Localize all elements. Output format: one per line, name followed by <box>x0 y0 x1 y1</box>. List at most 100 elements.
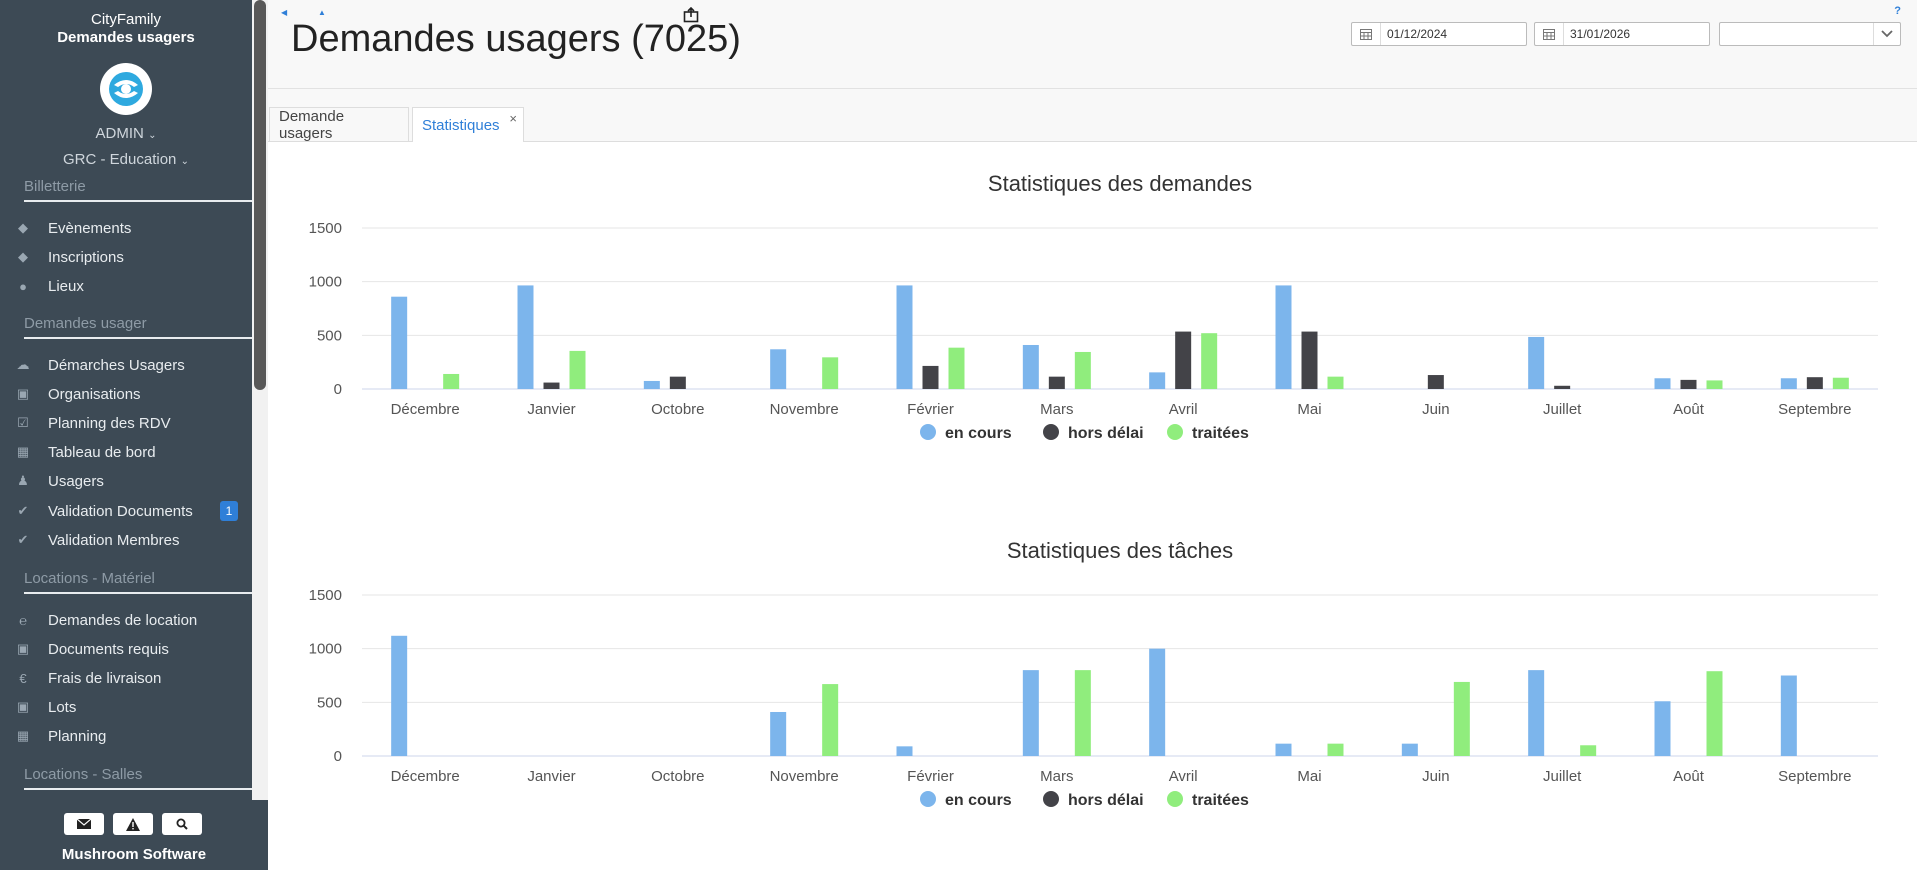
bar-en-cours-Novembre <box>770 349 787 389</box>
alert-button[interactable] <box>113 813 153 835</box>
sidebar-item-planning[interactable]: ▦ Planning <box>14 723 244 749</box>
x-tick-label: Juillet <box>1543 768 1582 785</box>
y-tick-label: 1000 <box>309 274 342 291</box>
bar-traitées-Juin <box>1453 681 1470 756</box>
sidebar-item-usagers[interactable]: ♟ Usagers <box>14 468 244 494</box>
section-billetterie: Billetterie <box>24 178 252 202</box>
sidebar-header: CityFamily Demandes usagers ADMIN ⌄ GRC … <box>0 0 252 173</box>
export-icon[interactable] <box>683 7 699 23</box>
sidebar-item-label: Usagers <box>48 472 104 490</box>
legend-item[interactable]: en cours <box>920 424 1012 442</box>
main-area: ◀ ▲ Demandes usagers (7025) 01/12/2024 3… <box>268 0 1917 870</box>
sidebar-item-organisations[interactable]: ▣ Organisations <box>14 381 244 407</box>
filter-select[interactable] <box>1719 22 1901 46</box>
search-button[interactable] <box>162 813 202 835</box>
page-title: Demandes usagers (7025) <box>291 18 741 60</box>
sidebar-footer: Mushroom Software <box>0 800 268 870</box>
cloud-upload-icon: ☁ <box>16 357 30 372</box>
y-tick-label: 1500 <box>309 587 342 604</box>
bar-traitées-Mai <box>1327 376 1344 389</box>
legend-item[interactable]: en cours <box>920 791 1012 809</box>
bar-en-cours-Octobre <box>643 380 660 389</box>
date-to-value: 31/01/2026 <box>1570 27 1631 41</box>
bar-en-cours-Décembre <box>391 635 408 756</box>
sidebar-item-lieux[interactable]: ● Lieux <box>14 273 244 299</box>
bar-hors-délai-Janvier <box>543 382 560 389</box>
sidebar-item-planning-rdv[interactable]: ☑ Planning des RDV <box>14 410 244 436</box>
legend-marker <box>1043 424 1059 440</box>
x-tick-label: Novembre <box>770 768 839 785</box>
sidebar-item-validation-membres[interactable]: ✔ Validation Membres <box>14 527 244 553</box>
x-tick-label: Octobre <box>651 401 704 418</box>
mail-button[interactable] <box>64 813 104 835</box>
sidebar-item-tableau-de-bord[interactable]: ▦ Tableau de bord <box>14 439 244 465</box>
legend-item[interactable]: hors délai <box>1043 424 1144 442</box>
notification-badge: 1 <box>220 501 238 521</box>
statistics-content: Statistiques des demandes 0 500 1000 1500 Déc… <box>268 142 1917 870</box>
bar-traitées-Mars <box>1074 351 1091 389</box>
tab-demande-usagers[interactable]: Demande usagers <box>269 107 409 142</box>
bar-traitées-Septembre <box>1832 377 1849 389</box>
x-tick-label: Juin <box>1422 401 1450 418</box>
app-subtitle: Demandes usagers <box>57 29 195 46</box>
close-icon[interactable]: × <box>509 111 517 126</box>
section-demandes-usager: Demandes usager <box>24 315 252 339</box>
bar-traitées-Avril <box>1201 333 1218 389</box>
bar-traitées-Janvier <box>569 350 586 389</box>
legend-item[interactable]: hors délai <box>1043 791 1144 809</box>
sidebar-item-frais-livraison[interactable]: € Frais de livraison <box>14 665 244 691</box>
x-tick-label: Février <box>907 768 954 785</box>
app-name: CityFamily <box>91 11 161 28</box>
help-icon[interactable]: ? <box>1894 5 1901 17</box>
bar-en-cours-Mars <box>1022 670 1039 756</box>
legend-item[interactable]: traitées <box>1167 791 1249 809</box>
sidebar-item-documents-requis[interactable]: ▣ Documents requis <box>14 636 244 662</box>
sidebar: CityFamily Demandes usagers ADMIN ⌄ GRC … <box>0 0 268 870</box>
legend-label: hors délai <box>1068 792 1144 809</box>
internet-explorer-icon: ℮ <box>19 612 27 628</box>
euro-icon: € <box>19 670 27 686</box>
bar-traitées-Juillet <box>1580 745 1597 756</box>
date-to-field[interactable]: 31/01/2026 <box>1534 22 1710 46</box>
sidebar-item-validation-documents[interactable]: ✔ Validation Documents 1 <box>14 498 244 524</box>
y-tick-label: 500 <box>317 694 342 711</box>
sidebar-item-inscriptions[interactable]: ◆ Inscriptions <box>14 244 244 270</box>
chevron-down-icon <box>1873 23 1900 45</box>
footer-brand: Mushroom Software <box>61 846 207 863</box>
bar-traitées-Mai <box>1327 743 1344 756</box>
x-tick-label: Mai <box>1297 768 1321 785</box>
calendar-check-icon: ☑ <box>17 415 29 430</box>
organization-dropdown[interactable]: GRC - Education ⌄ <box>0 149 252 173</box>
warning-icon <box>126 817 140 831</box>
y-tick-label: 1500 <box>309 220 342 237</box>
sidebar-item-label: Lots <box>48 698 77 716</box>
x-tick-label: Février <box>907 401 954 418</box>
bar-en-cours-Septembre <box>1780 675 1797 756</box>
legend-item[interactable]: traitées <box>1167 424 1249 442</box>
scrollbar-thumb[interactable] <box>254 0 266 390</box>
organization-name: GRC - Education <box>63 151 177 168</box>
tab-statistiques[interactable]: Statistiques × <box>412 107 524 142</box>
bar-hors-délai-Octobre <box>669 376 686 389</box>
sidebar-item-lots[interactable]: ▣ Lots <box>14 694 244 720</box>
bar-en-cours-Février <box>896 746 913 756</box>
ticket-icon: ◆ <box>18 249 28 264</box>
x-tick-label: Mars <box>1040 768 1073 785</box>
sidebar-item-evenements[interactable]: ◆ Evènements <box>14 215 244 241</box>
table-icon: ▦ <box>16 444 30 459</box>
legend-marker <box>920 791 936 807</box>
caret-up-icon[interactable]: ▲ <box>318 8 326 17</box>
caret-left-icon[interactable]: ◀ <box>281 8 288 17</box>
date-from-field[interactable]: 01/12/2024 <box>1351 22 1527 46</box>
check-icon: ✔ <box>17 503 29 518</box>
user-dropdown[interactable]: ADMIN ⌄ <box>0 123 252 147</box>
bar-en-cours-Mars <box>1022 344 1039 389</box>
bar-en-cours-Août <box>1654 378 1671 389</box>
bar-en-cours-Avril <box>1149 372 1166 389</box>
sidebar-item-demandes-location[interactable]: ℮ Demandes de location <box>14 607 244 633</box>
legend-marker <box>1043 791 1059 807</box>
sidebar-item-demarches-usagers[interactable]: ☁ Démarches Usagers <box>14 352 244 378</box>
legend-label: en cours <box>945 792 1012 809</box>
legend-marker <box>1167 424 1183 440</box>
sidebar-scrollbar[interactable] <box>252 0 268 800</box>
